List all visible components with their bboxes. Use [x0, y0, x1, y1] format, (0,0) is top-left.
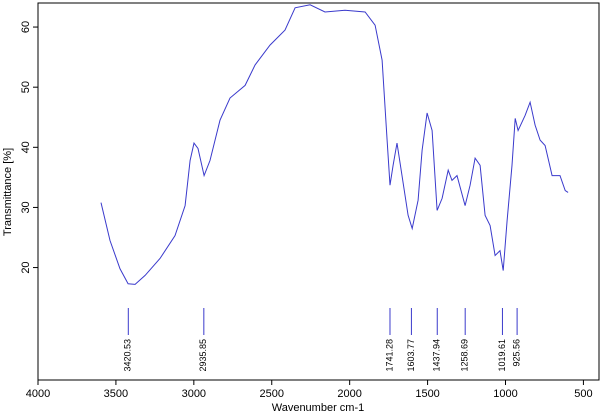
peak-label: 925.56: [511, 339, 521, 367]
y-tick-label: 30: [20, 201, 32, 213]
x-tick-label: 500: [574, 388, 592, 400]
peak-label: 3420.53: [123, 339, 133, 372]
peak-label: 2935.85: [198, 339, 208, 372]
x-tick-label: 1500: [415, 388, 439, 400]
plot-frame: [37, 2, 600, 381]
spectrum-line: [100, 4, 569, 285]
x-tick-label: 2500: [260, 388, 284, 400]
x-axis-title: Wavenumber cm-1: [272, 402, 365, 414]
x-tick-label: 2000: [337, 388, 361, 400]
peak-label: 1437.94: [432, 339, 442, 372]
y-tick-label: 40: [20, 141, 32, 153]
x-tick-label: 3000: [182, 388, 206, 400]
x-tick-label: 3500: [104, 388, 128, 400]
y-tick-label: 20: [20, 261, 32, 273]
peak-label: 1019.61: [497, 339, 507, 372]
peak-label: 1603.77: [406, 339, 416, 372]
y-tick-label: 60: [20, 21, 32, 33]
y-tick-label: 50: [20, 81, 32, 93]
peak-label: 1741.28: [384, 339, 394, 372]
x-tick-label: 4000: [26, 388, 50, 400]
peak-label: 1258.69: [460, 339, 470, 372]
y-axis-title: Transmittance [%]: [2, 148, 14, 236]
x-tick-label: 1000: [493, 388, 517, 400]
